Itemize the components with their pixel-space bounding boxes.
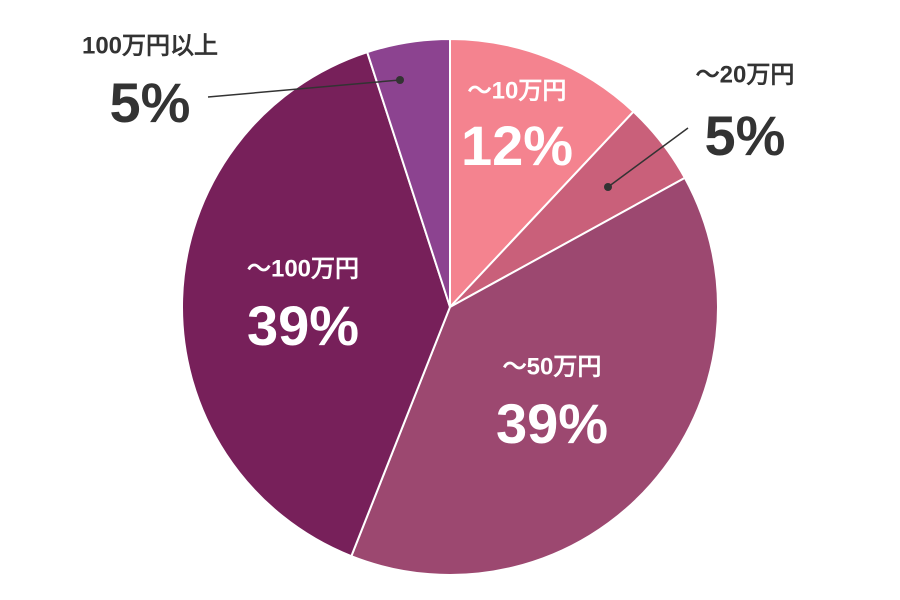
slice-value-label: 12%: [461, 114, 573, 177]
leader-line: [607, 127, 689, 188]
leader-dot: [396, 76, 404, 84]
slice-category-label: ～10万円: [468, 77, 567, 104]
pie-slice: [181, 50, 452, 558]
pie-slice: [350, 176, 719, 576]
pie-slice: [449, 37, 635, 310]
slice-category-label: ～20万円: [696, 61, 795, 88]
slice-value-label: 39%: [496, 392, 608, 455]
slice-value-label: 39%: [247, 294, 359, 357]
leader-dot: [604, 183, 612, 191]
slice-category-label: 100万円以上: [82, 32, 218, 59]
slice-category-label: ～100万円: [247, 255, 359, 282]
pie-slice: [365, 37, 451, 308]
slice-category-label: ～50万円: [503, 353, 602, 380]
slice-value-label: 5%: [110, 71, 191, 134]
slice-value-label: 5%: [705, 104, 786, 167]
leader-line: [207, 79, 401, 98]
